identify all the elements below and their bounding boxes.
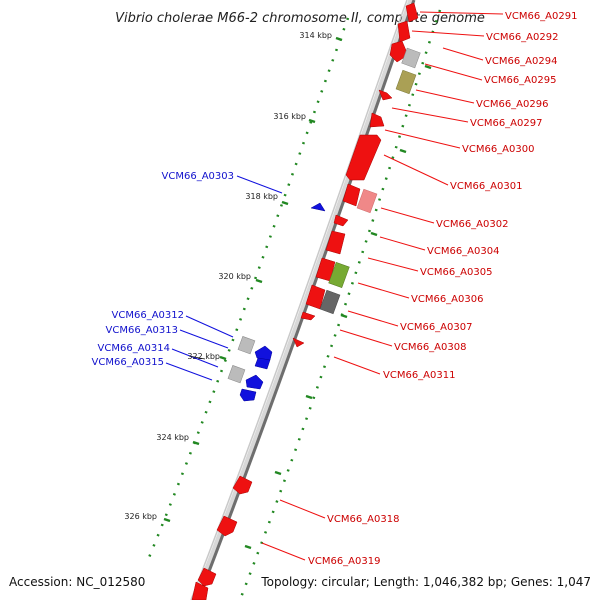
gene-A0303 [310, 202, 326, 212]
forward-leader-lines [261, 11, 504, 561]
gene-label[interactable]: VCM66_A0308 [394, 342, 466, 353]
gene-label[interactable]: VCM66_A0312 [112, 310, 184, 321]
gene-bottom-2 [191, 581, 209, 600]
tick-label-318: 318 kbp [245, 192, 278, 201]
reverse-genes [239, 202, 326, 402]
tick-label-320: 320 kbp [218, 272, 251, 281]
gene-label[interactable]: VCM66_A0307 [400, 322, 472, 333]
gene-A0296 [378, 89, 393, 101]
gene-A0315b [239, 388, 257, 402]
gene-block-green [328, 261, 350, 289]
gene-A0294 [389, 40, 409, 63]
reverse-leader-lines [165, 175, 283, 381]
gene-label[interactable]: VCM66_A0303 [162, 171, 234, 182]
gene-label[interactable]: VCM66_A0295 [484, 75, 556, 86]
gene-A0315 [245, 374, 264, 390]
gene-block-gray-3 [227, 365, 246, 384]
gene-A0292 [397, 20, 411, 43]
gene-block-gray-1 [401, 47, 421, 69]
gene-A0313 [254, 345, 273, 361]
gene-label[interactable]: VCM66_A0313 [106, 325, 178, 336]
gene-A0291 [405, 2, 419, 23]
chromosome-backbone [190, 0, 416, 600]
gene-label[interactable]: VCM66_A0291 [505, 11, 577, 22]
gene-A0313b [254, 357, 271, 370]
gene-A0308 [292, 337, 305, 348]
gene-A0302 [333, 214, 349, 227]
gene-label[interactable]: VCM66_A0318 [327, 514, 399, 525]
reverse-gene-labels: VCM66_A0303 VCM66_A0312 VCM66_A0313 VCM6… [92, 171, 234, 368]
gene-A0301 [342, 183, 361, 207]
gene-A0297 [369, 112, 385, 128]
accession-text: Accession: NC_012580 [9, 575, 145, 589]
gene-A0307 [300, 311, 316, 321]
gene-label[interactable]: VCM66_A0306 [411, 294, 483, 305]
inner-ruler [238, 9, 442, 600]
gene-label[interactable]: VCM66_A0319 [308, 556, 380, 567]
forward-genes [191, 2, 419, 600]
tick-label-324: 324 kbp [156, 433, 189, 442]
tick-ruler [146, 17, 350, 561]
gene-label[interactable]: VCM66_A0301 [450, 181, 522, 192]
gene-A0300 [345, 134, 382, 181]
gene-block-pink [356, 188, 378, 214]
gene-bottom-1 [197, 567, 217, 587]
gene-label[interactable]: VCM66_A0296 [476, 99, 548, 110]
gene-label[interactable]: VCM66_A0305 [420, 267, 492, 278]
forward-gene-labels: VCM66_A0291 VCM66_A0292 VCM66_A0294 VCM6… [308, 11, 577, 567]
gene-label[interactable]: VCM66_A0292 [486, 32, 558, 43]
gene-block-darkgray [319, 289, 341, 315]
gene-A0318 [232, 475, 253, 495]
gene-label[interactable]: VCM66_A0304 [427, 246, 499, 257]
map-title: Vibrio cholerae M66-2 chromosome II, com… [115, 11, 485, 26]
gene-label[interactable]: VCM66_A0294 [485, 56, 557, 67]
gene-label[interactable]: VCM66_A0315 [92, 357, 164, 368]
gene-label[interactable]: VCM66_A0314 [98, 343, 170, 354]
tick-label-314: 314 kbp [299, 31, 332, 40]
gene-label[interactable]: VCM66_A0311 [383, 370, 455, 381]
gene-A0304 [325, 230, 346, 255]
tick-label-326: 326 kbp [124, 512, 157, 521]
tick-label-316: 316 kbp [273, 112, 306, 121]
gene-label[interactable]: VCM66_A0300 [462, 144, 534, 155]
gene-block-olive [395, 69, 417, 95]
gene-label[interactable]: VCM66_A0297 [470, 118, 542, 129]
gene-label[interactable]: VCM66_A0302 [436, 219, 508, 230]
gene-block-gray-2 [237, 336, 256, 355]
topology-text: Topology: circular; Length: 1,046,382 bp… [260, 575, 591, 589]
gene-A0319 [216, 515, 238, 537]
tick-322-leader [188, 355, 206, 360]
tick-label-322: 322 kbp [187, 352, 220, 361]
